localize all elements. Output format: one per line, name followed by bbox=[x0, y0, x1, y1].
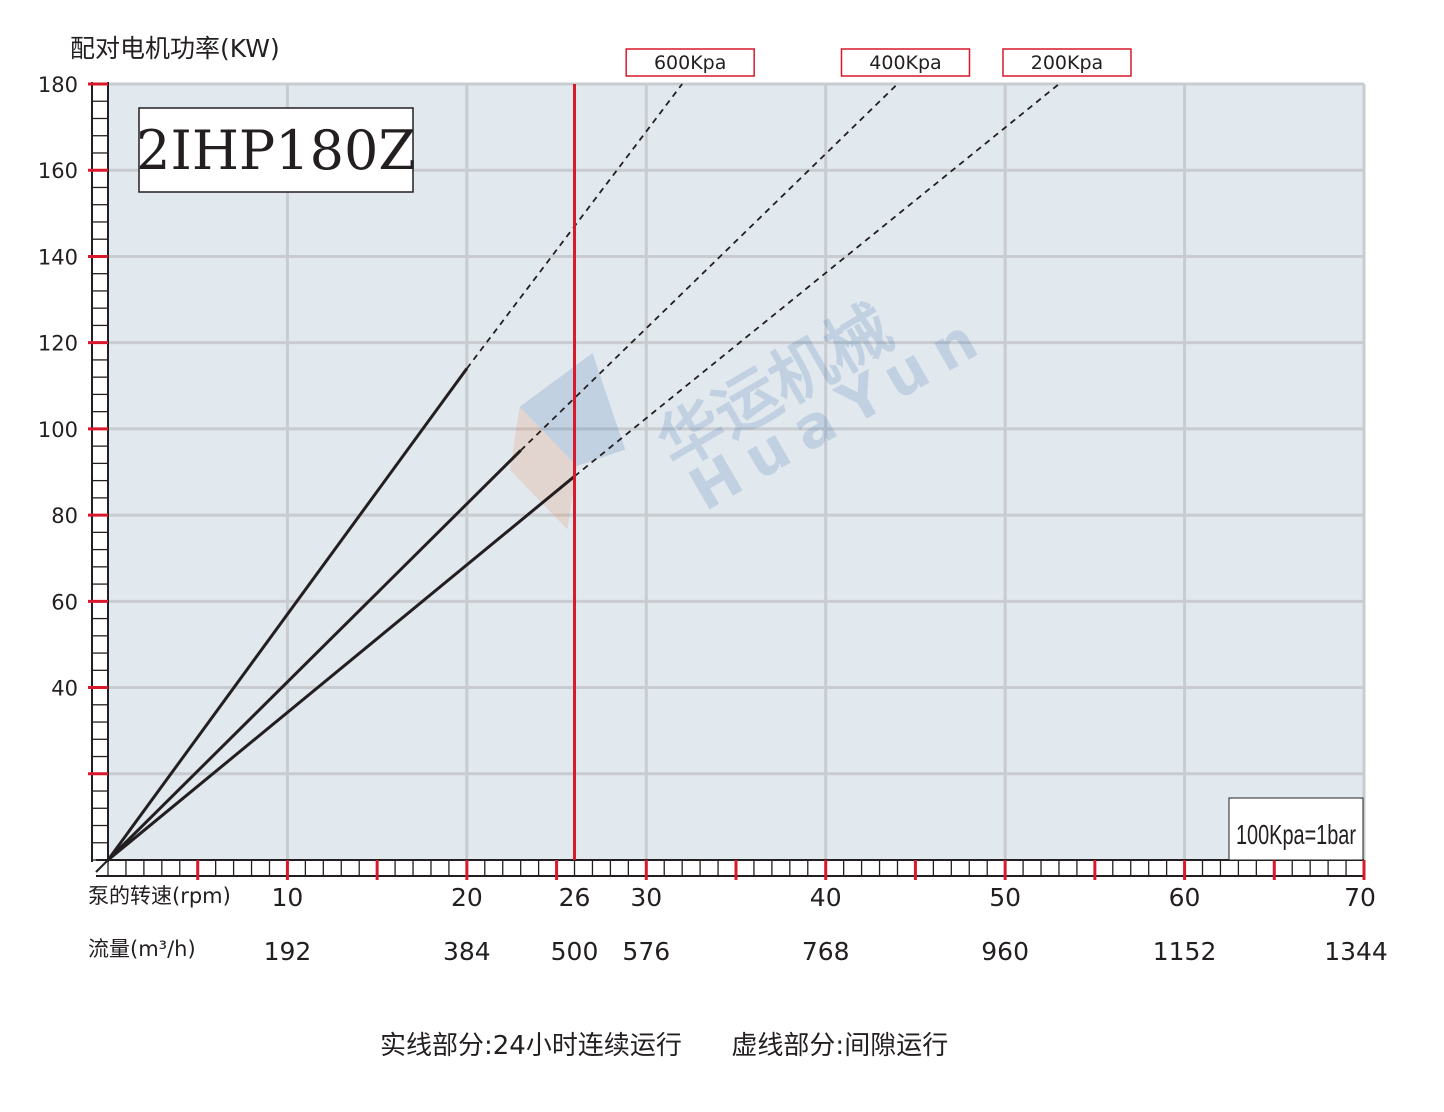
conversion-box bbox=[1228, 797, 1364, 861]
flow-tick-labels: 192 384 500 576 768 960 1152 1344 bbox=[264, 937, 1388, 966]
series-solid-600Kpa bbox=[106, 367, 469, 861]
y-tick-label: 60 bbox=[51, 590, 78, 614]
x-tick-label: 60 bbox=[1169, 883, 1201, 912]
model-box bbox=[138, 107, 414, 193]
y-tick-label: 160 bbox=[38, 159, 78, 183]
x-tick-label: 30 bbox=[630, 883, 662, 912]
flow-tick-label: 768 bbox=[802, 937, 850, 966]
y-tick-label: 100 bbox=[38, 418, 78, 442]
flow-tick-label: 1152 bbox=[1153, 937, 1217, 966]
x-axis-label: 泵的转速(rpm) bbox=[88, 884, 231, 908]
y-tick-label: 180 bbox=[38, 73, 78, 97]
x-tick-label: 20 bbox=[451, 883, 483, 912]
legend: 600Kpa 400Kpa 200Kpa bbox=[625, 48, 1132, 77]
y-axis-ruler bbox=[88, 82, 109, 862]
legend-label-600Kpa: 600Kpa bbox=[654, 52, 726, 74]
flow-axis-label: 流量(m³/h) bbox=[88, 937, 196, 961]
legend-label-200Kpa: 200Kpa bbox=[1031, 52, 1103, 74]
x-tick-label: 50 bbox=[989, 883, 1021, 912]
logo-mark-blue bbox=[519, 353, 626, 466]
y-tick-label: 140 bbox=[38, 245, 78, 269]
y-tick-label: 120 bbox=[38, 332, 78, 356]
flow-tick-label: 192 bbox=[264, 937, 312, 966]
y-tick-labels: 40 60 80 100 120 140 160 180 bbox=[38, 73, 78, 701]
legend-box-200Kpa bbox=[1002, 48, 1132, 77]
legend-label-400Kpa: 400Kpa bbox=[869, 52, 941, 74]
flow-tick-label: 576 bbox=[622, 937, 670, 966]
y-axis-label: 配对电机功率(KW) bbox=[70, 34, 280, 63]
flow-tick-label: 384 bbox=[443, 937, 491, 966]
series-group bbox=[106, 83, 1060, 862]
logo-mark bbox=[510, 395, 577, 530]
legend-box-400Kpa bbox=[840, 48, 971, 77]
plot-area bbox=[108, 84, 1364, 860]
series-solid-200Kpa bbox=[107, 475, 576, 862]
chart-title: 2IHP180Z bbox=[136, 119, 416, 182]
y-tick-label: 80 bbox=[51, 504, 78, 528]
legend-note: 实线部分:24小时连续运行 虚线部分:间隙运行 bbox=[380, 1031, 948, 1061]
legend-box-600Kpa bbox=[625, 48, 755, 77]
series-solid-400Kpa bbox=[106, 449, 522, 862]
x-tick-label: 40 bbox=[810, 883, 842, 912]
x-axis-ruler bbox=[95, 855, 1366, 880]
x-tick-label: 26 bbox=[559, 883, 591, 912]
x-tick-labels: 10 20 26 30 40 50 60 70 bbox=[272, 883, 1376, 912]
flow-tick-label: 1344 bbox=[1324, 937, 1388, 966]
flow-tick-label: 960 bbox=[981, 937, 1029, 966]
y-tick-label: 40 bbox=[51, 677, 78, 701]
conversion-note: 100Kpa=1bar bbox=[1236, 819, 1356, 850]
series-dashed-200Kpa bbox=[573, 83, 1060, 478]
x-tick-label: 70 bbox=[1344, 883, 1376, 912]
flow-tick-label: 500 bbox=[551, 937, 599, 966]
x-tick-label: 10 bbox=[272, 883, 304, 912]
